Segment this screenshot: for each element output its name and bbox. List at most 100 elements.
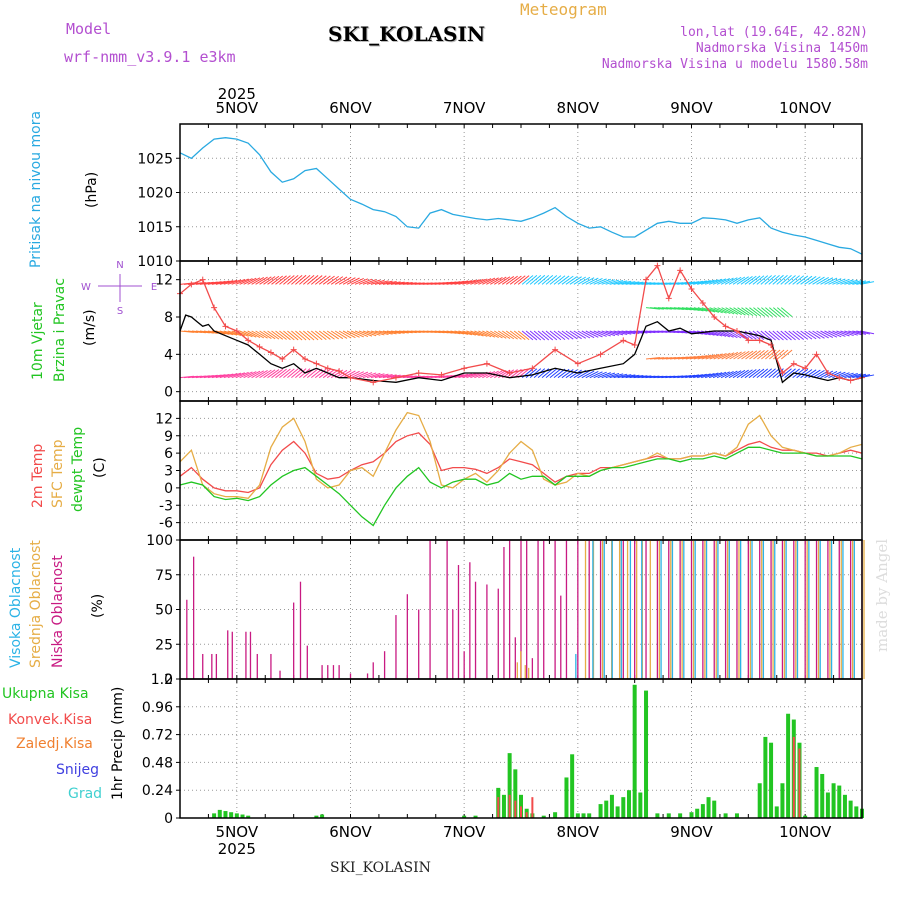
wind-barb <box>533 330 546 341</box>
total-precip-bar <box>609 794 614 818</box>
bottom-date-label: 7NOV <box>443 823 486 841</box>
compass-e: E <box>151 282 157 293</box>
wind-barb <box>761 307 773 317</box>
gust-marker <box>256 343 263 350</box>
wind-barb <box>267 275 280 285</box>
wind-barb <box>529 368 542 379</box>
wind-barb <box>394 330 409 334</box>
wind-barb <box>748 275 761 285</box>
wind-barb <box>760 275 772 285</box>
wind-barb <box>330 276 344 285</box>
gust-marker <box>222 323 229 330</box>
wind-barb <box>621 330 636 335</box>
wind-barb <box>303 274 315 285</box>
wind-barb <box>565 275 578 285</box>
wind-barb <box>733 307 746 316</box>
wind-barb <box>561 275 574 285</box>
wind-barb <box>720 277 734 285</box>
wind-barb <box>342 370 356 379</box>
wind-barb <box>812 276 825 285</box>
wind-barb <box>490 330 503 339</box>
wind-barb <box>697 280 711 285</box>
wind-barb <box>203 281 218 285</box>
wind-barb <box>565 330 578 340</box>
wind-barb <box>812 330 825 339</box>
wind-barb <box>569 276 582 285</box>
wind-barb <box>279 275 291 285</box>
wind-barb <box>573 276 587 285</box>
wind-barb <box>215 330 230 335</box>
wind-barb <box>741 350 754 360</box>
wind-barb <box>685 374 700 379</box>
wind-barb <box>681 374 696 379</box>
wind-barb <box>732 330 746 339</box>
wind-barb <box>482 371 496 379</box>
wind-barb <box>713 353 727 360</box>
total-precip-bar <box>638 792 643 818</box>
wind-barb <box>310 330 323 341</box>
wind-barb <box>354 278 369 285</box>
wind-barb <box>442 330 457 334</box>
panel-wind: 0 4 8 12 <box>98 260 875 402</box>
wind-barb <box>601 330 616 337</box>
total-precip-bar <box>666 813 671 818</box>
wind-barb <box>474 330 488 337</box>
wind-barb <box>712 330 727 337</box>
y-tick-label: 0.48 <box>142 755 173 771</box>
y-tick-label: 100 <box>146 533 173 549</box>
wind-barb <box>712 371 727 379</box>
y-tick-label: 0 <box>164 672 173 688</box>
wind-barb <box>306 330 319 341</box>
gust-marker <box>802 365 809 372</box>
precip-legend-total: Ukupna Kisa <box>2 686 89 702</box>
wind-barb <box>458 280 473 285</box>
bottom-date-label: 10NOV <box>779 823 832 841</box>
wind-barb <box>322 275 335 285</box>
gust-marker <box>631 342 638 348</box>
total-precip-bar <box>473 815 478 818</box>
wind-barb <box>824 277 838 285</box>
wind-barb <box>597 330 611 337</box>
wind-barb <box>701 279 715 285</box>
wind-barb <box>398 375 413 379</box>
wind-barb <box>299 330 311 341</box>
gust-marker <box>824 370 831 376</box>
wind-barb <box>299 274 311 285</box>
total-precip-bar <box>814 767 819 818</box>
wind-barb <box>283 368 295 379</box>
wind-barb <box>840 279 854 285</box>
wind-barb <box>557 330 570 340</box>
wind-barb <box>840 372 854 379</box>
wind-barb <box>685 281 700 285</box>
wind-barb <box>386 374 401 379</box>
wind-barb <box>681 355 696 360</box>
wind-barb <box>505 330 518 340</box>
panel-temperature: -6 -303 69 12 <box>155 400 863 541</box>
wind-barb <box>756 275 769 285</box>
wind-barb <box>617 374 632 379</box>
wind-barb <box>617 280 632 285</box>
wind-barb <box>263 369 276 379</box>
wind-barb <box>633 330 648 334</box>
wind-barb <box>259 330 272 339</box>
wind-barb <box>808 330 821 340</box>
wind-barb <box>239 278 253 285</box>
wind-barb <box>581 330 595 339</box>
wind-barb <box>717 307 731 315</box>
total-precip-bar <box>615 806 620 818</box>
wind-barb <box>728 330 742 339</box>
wind-barb <box>605 330 620 336</box>
wind-barb <box>247 277 261 285</box>
wind-barb <box>836 278 850 285</box>
wind-barb <box>832 330 846 337</box>
wind-barb <box>740 369 753 379</box>
model-elevation-label: Nadmorska Visina u modelu 1580.58m <box>601 57 868 72</box>
wind-barb <box>693 307 708 312</box>
wind-barb <box>689 330 703 335</box>
wind-barb <box>840 330 854 337</box>
wind-barb <box>852 280 867 285</box>
wind-barb <box>828 330 842 338</box>
total-precip-bar <box>314 815 319 818</box>
wind-barb <box>227 372 242 379</box>
top-date-label: 8NOV <box>557 99 600 117</box>
